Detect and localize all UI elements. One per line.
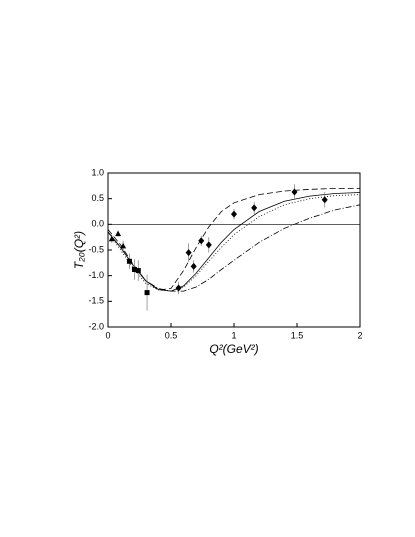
y-tick-label: 1.0 <box>91 167 104 177</box>
x-tick-label: 1.5 <box>291 330 304 340</box>
model-curve <box>107 192 361 292</box>
y-axis-label: T₂₀(Q²) <box>72 231 86 269</box>
model-curve <box>107 188 360 291</box>
data-point <box>198 237 205 245</box>
data-point <box>115 230 122 237</box>
y-tick-label: -1.5 <box>88 296 104 306</box>
data-point <box>120 242 127 249</box>
data-point <box>185 249 192 257</box>
data-point <box>205 241 212 249</box>
data-point <box>144 290 150 296</box>
x-tick-label: 0.5 <box>165 330 178 340</box>
data-point <box>131 267 137 273</box>
data-point <box>251 204 258 212</box>
data-point <box>321 196 328 204</box>
data-point <box>291 188 298 196</box>
y-tick-label: -0.5 <box>88 244 104 254</box>
y-tick-label: -2.0 <box>88 321 104 331</box>
y-tick-label: 0.0 <box>91 219 104 229</box>
plot-frame <box>107 172 361 328</box>
x-tick-label: 1 <box>231 330 236 340</box>
data-point <box>175 284 182 292</box>
y-tick-label: 0.5 <box>91 193 104 203</box>
x-tick-label: 2 <box>357 330 362 340</box>
model-curve <box>107 204 361 292</box>
data-point <box>190 262 197 270</box>
data-point <box>108 235 115 242</box>
y-tick-label: -1.0 <box>88 270 104 280</box>
data-point <box>126 258 132 264</box>
data-point <box>231 210 237 218</box>
data-point <box>135 268 141 274</box>
x-axis-label: Q²(GeV²) <box>209 342 258 356</box>
x-tick-label: 0 <box>105 330 110 340</box>
